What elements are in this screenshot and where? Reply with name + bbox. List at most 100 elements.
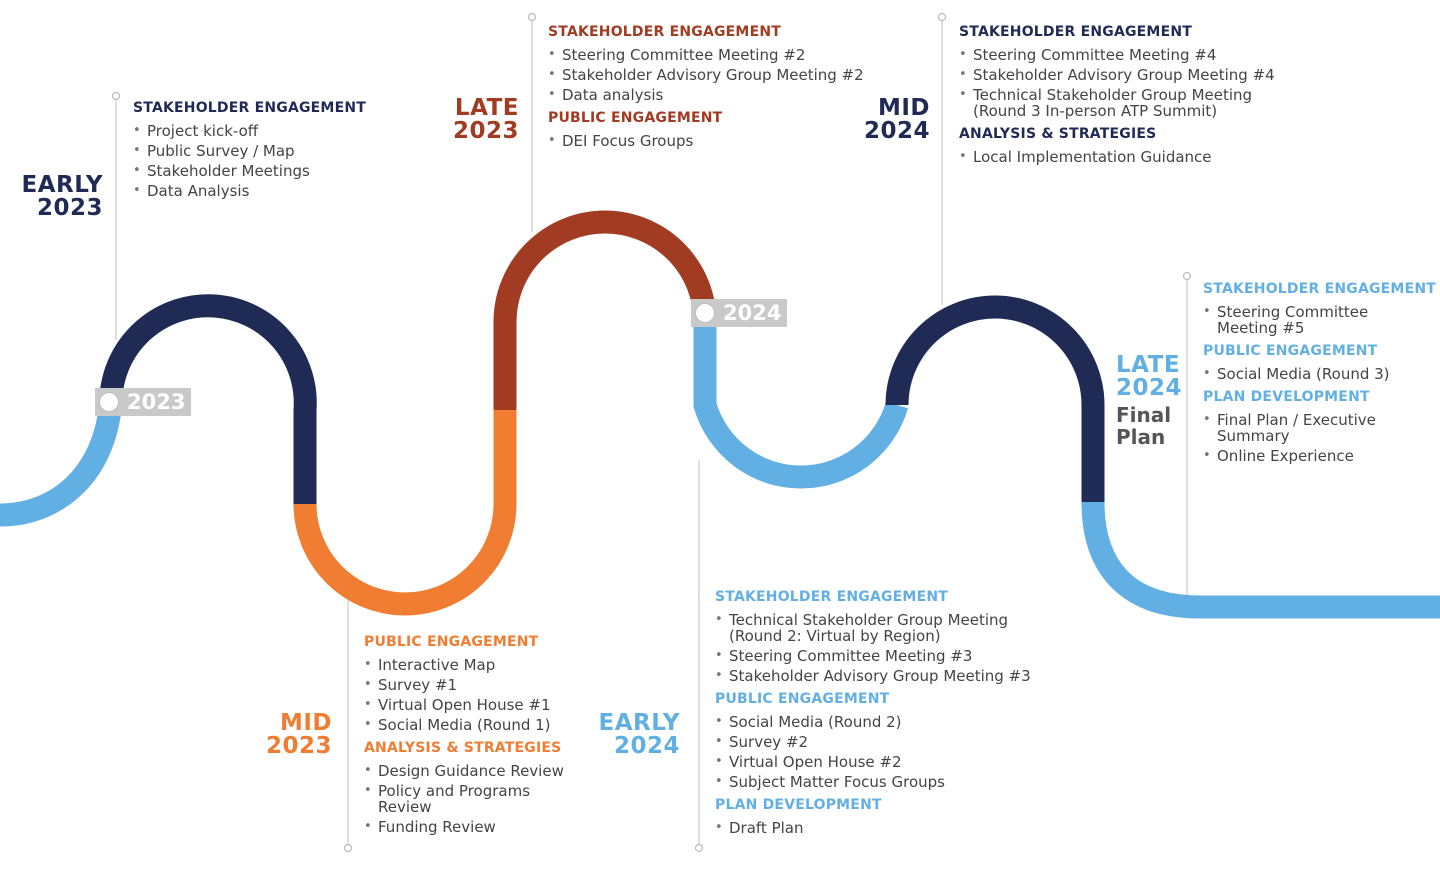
list-item: Subject Matter Focus Groups — [715, 774, 1045, 790]
section: ANALYSIS & STRATEGIES Design Guidance Rev… — [364, 739, 574, 835]
section-title: STAKEHOLDER ENGAGEMENT — [1203, 281, 1436, 297]
list-item: Policy and Programs Review — [364, 783, 574, 815]
list-item: Social Media (Round 1) — [364, 717, 574, 733]
list-item: Technical Stakeholder Group Meeting (Rou… — [715, 612, 1045, 644]
period-label-line: 2024 — [863, 118, 930, 144]
list-item: Technical Stakeholder Group Meeting (Rou… — [959, 87, 1279, 119]
road-segment-late-2024 — [1081, 501, 1440, 619]
section-title: PLAN DEVELOPMENT — [715, 797, 882, 813]
section-item-list: Social Media (Round 3) — [1203, 366, 1428, 382]
final-plan-line: Plan — [1116, 425, 1166, 449]
section-title: PUBLIC ENGAGEMENT — [1203, 343, 1378, 359]
final-plan-line: Final — [1116, 403, 1172, 427]
section-item-list: Local Implementation Guidance — [959, 149, 1279, 165]
list-item: Survey #1 — [364, 677, 574, 693]
year-badge-label: 2023 — [127, 390, 186, 414]
road-segment-mid-2024 — [885, 295, 1105, 502]
section: STAKEHOLDER ENGAGEMENT Steering Committee… — [1203, 280, 1436, 336]
connector-dot — [1182, 271, 1192, 281]
section-title: STAKEHOLDER ENGAGEMENT — [548, 24, 781, 40]
period-label-line: 2024 — [613, 733, 680, 759]
period-label-early-2024: EARLY 2024 — [599, 712, 680, 758]
section: PLAN DEVELOPMENT Final Plan / Executive S… — [1203, 388, 1428, 464]
list-item: Draft Plan — [715, 820, 1045, 836]
section-item-list: Steering Committee Meeting #2 Stakeholder… — [548, 47, 878, 103]
period-label-line: EARLY — [598, 710, 680, 736]
badge-dot-icon — [99, 392, 119, 412]
list-item: Stakeholder Advisory Group Meeting #2 — [548, 67, 878, 83]
road-segment-early-2024 — [693, 322, 909, 489]
list-item: Virtual Open House #2 — [715, 754, 1045, 770]
connector-dot — [937, 12, 947, 22]
list-item: Funding Review — [364, 819, 574, 835]
section: PLAN DEVELOPMENT Draft Plan — [715, 796, 1045, 836]
road-segment-late-2023 — [493, 210, 717, 410]
section-title: PLAN DEVELOPMENT — [1203, 389, 1370, 405]
connector-dot — [527, 12, 537, 22]
period-label-late-2023: LATE 2023 — [453, 97, 519, 143]
period-label-line: EARLY — [21, 172, 103, 198]
section: STAKEHOLDER ENGAGEMENT Steering Committee… — [548, 23, 878, 103]
section-item-list: Steering Committee Meeting #5 — [1203, 304, 1428, 336]
section-item-list: Interactive Map Survey #1 Virtual Open Hou… — [364, 657, 574, 733]
list-item: Online Experience — [1203, 448, 1428, 464]
list-item: Social Media (Round 3) — [1203, 366, 1428, 382]
section-item-list: Technical Stakeholder Group Meeting (Rou… — [715, 612, 1045, 684]
connector-dot — [343, 843, 353, 853]
section-title: PUBLIC ENGAGEMENT — [548, 110, 723, 126]
milestone-details-mid-2023: PUBLIC ENGAGEMENT Interactive Map Survey #… — [364, 633, 574, 839]
milestone-details-late-2023: STAKEHOLDER ENGAGEMENT Steering Committee… — [548, 23, 878, 153]
section-title: STAKEHOLDER ENGAGEMENT — [133, 100, 366, 116]
list-item: Social Media (Round 2) — [715, 714, 1045, 730]
period-label-mid-2023: MID 2023 — [266, 712, 332, 758]
badge-dot-icon — [695, 303, 715, 323]
period-label-line: 2023 — [452, 118, 519, 144]
year-badge-2024: 2024 — [691, 299, 788, 327]
section: STAKEHOLDER ENGAGEMENT Steering Committee… — [959, 23, 1279, 119]
road-segment-start — [0, 395, 123, 527]
milestone-details-late-2024: STAKEHOLDER ENGAGEMENT Steering Committee… — [1203, 280, 1436, 468]
section-item-list: Final Plan / Executive Summary Online Exp… — [1203, 412, 1428, 464]
list-item: Local Implementation Guidance — [959, 149, 1279, 165]
section-title: ANALYSIS & STRATEGIES — [364, 740, 562, 756]
section-item-list: Steering Committee Meeting #4 Stakeholder… — [959, 47, 1279, 119]
section: PUBLIC ENGAGEMENT Interactive Map Survey #… — [364, 633, 574, 733]
section-item-list: Design Guidance Review Policy and Program… — [364, 763, 574, 835]
period-label-line: LATE — [1116, 352, 1181, 378]
period-label-early-2023: EARLY 2023 — [22, 174, 103, 220]
section-title: ANALYSIS & STRATEGIES — [959, 126, 1157, 142]
milestone-details-mid-2024: STAKEHOLDER ENGAGEMENT Steering Committee… — [959, 23, 1279, 169]
section: ANALYSIS & STRATEGIES Local Implementatio… — [959, 125, 1279, 165]
road-segment-mid-2023 — [293, 410, 517, 616]
list-item: Stakeholder Advisory Group Meeting #4 — [959, 67, 1279, 83]
section-title: PUBLIC ENGAGEMENT — [364, 634, 539, 650]
section-item-list: DEI Focus Groups — [548, 133, 878, 149]
milestone-details-early-2024: STAKEHOLDER ENGAGEMENT Technical Stakehol… — [715, 588, 1045, 840]
final-plan-label: Final Plan — [1116, 404, 1171, 448]
year-badge-2023: 2023 — [95, 388, 192, 416]
list-item: Steering Committee Meeting #3 — [715, 648, 1045, 664]
section: PUBLIC ENGAGEMENT DEI Focus Groups — [548, 109, 878, 149]
section-item-list: Social Media (Round 2) Survey #2 Virtual O… — [715, 714, 1045, 790]
section: STAKEHOLDER ENGAGEMENT Technical Stakehol… — [715, 588, 1045, 684]
period-label-line: MID — [877, 95, 930, 121]
section-item-list: Project kick-off Public Survey / Map Stake… — [133, 123, 368, 199]
list-item: Design Guidance Review — [364, 763, 574, 779]
section: PUBLIC ENGAGEMENTSocial Media (Round 2)S… — [715, 690, 1045, 790]
milestone-details-early-2023: STAKEHOLDER ENGAGEMENT Project kick-off Pu… — [133, 99, 368, 203]
section-title: PUBLIC ENGAGEMENT — [715, 691, 890, 707]
year-badge-label: 2024 — [723, 301, 782, 325]
period-label-line: 2023 — [36, 195, 103, 221]
list-item: Public Survey / Map — [133, 143, 368, 159]
connector-dot — [694, 843, 704, 853]
section-title: STAKEHOLDER ENGAGEMENT — [959, 24, 1192, 40]
list-item: Stakeholder Advisory Group Meeting #3 — [715, 668, 1045, 684]
period-label-line: LATE — [454, 95, 519, 121]
list-item: Interactive Map — [364, 657, 574, 673]
period-label-late-2024: LATE 2024 — [1116, 354, 1182, 400]
road-segment-early-2023 — [99, 294, 317, 504]
list-item: Survey #2 — [715, 734, 1045, 750]
section-item-list: Draft Plan — [715, 820, 1045, 836]
period-label-line: 2023 — [265, 733, 332, 759]
list-item: Steering Committee Meeting #4 — [959, 47, 1279, 63]
